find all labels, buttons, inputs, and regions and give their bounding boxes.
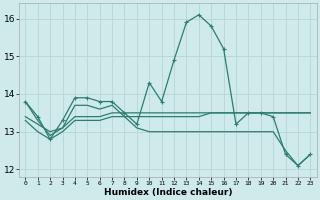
X-axis label: Humidex (Indice chaleur): Humidex (Indice chaleur): [104, 188, 232, 197]
